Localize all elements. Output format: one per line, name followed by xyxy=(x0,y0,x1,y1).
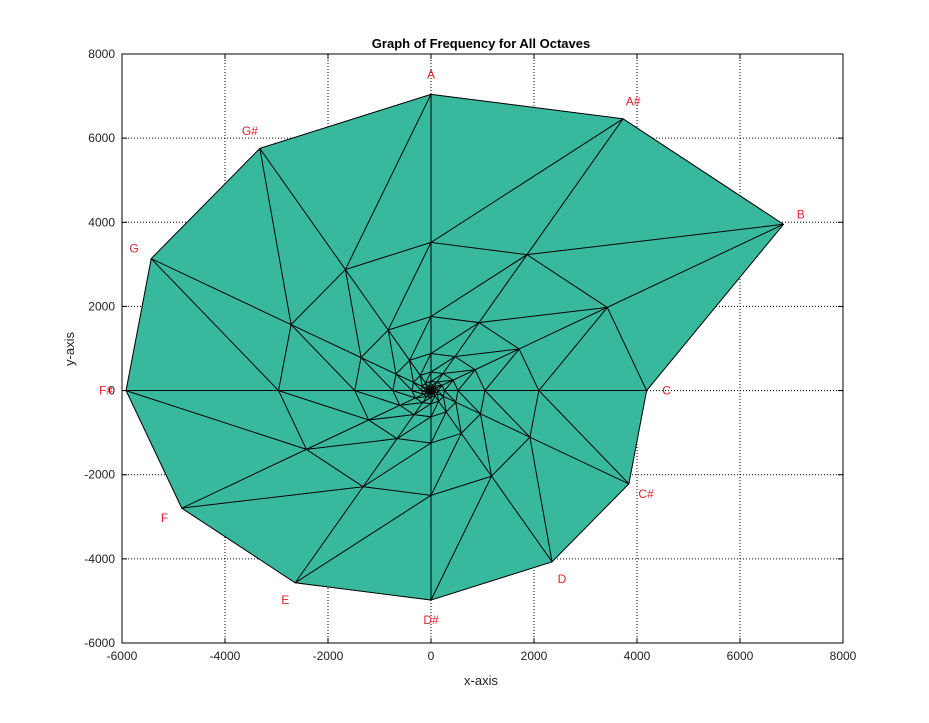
axes xyxy=(121,53,844,644)
note-label: A# xyxy=(626,95,641,109)
x-tick-label: 8000 xyxy=(830,649,857,663)
x-ticks: -6000 -4000 -2000 0 2000 4000 6000 8000 xyxy=(107,54,857,663)
y-tick-label: 8000 xyxy=(88,47,115,61)
y-axis-label: y-axis xyxy=(62,332,77,366)
note-label: F# xyxy=(99,384,113,398)
x-tick-label: -6000 xyxy=(107,649,138,663)
x-tick-label: 6000 xyxy=(727,649,754,663)
note-label: G xyxy=(129,242,138,256)
x-tick-label: -4000 xyxy=(210,649,241,663)
x-tick-label: -2000 xyxy=(313,649,344,663)
x-axis-label: x-axis xyxy=(464,673,498,688)
note-label: D xyxy=(558,572,567,586)
chart-title: Graph of Frequency for All Octaves xyxy=(372,36,590,51)
x-tick-label: 4000 xyxy=(624,649,651,663)
y-tick-label: 2000 xyxy=(88,299,115,313)
note-label: F xyxy=(161,511,168,525)
y-tick-label: 6000 xyxy=(88,131,115,145)
note-labels: C C# D D# E F F# G G# A A# B xyxy=(99,67,805,627)
note-label: E xyxy=(281,593,289,607)
y-tick-label: 4000 xyxy=(88,215,115,229)
note-label: B xyxy=(797,207,805,221)
y-tick-label: 0 xyxy=(108,384,115,398)
y-ticks: -6000 -4000 -2000 0 2000 4000 6000 8000 xyxy=(84,47,843,650)
note-label: C xyxy=(662,384,671,398)
note-label: A xyxy=(427,67,435,81)
x-tick-label: 2000 xyxy=(521,649,548,663)
note-label: G# xyxy=(242,124,258,138)
plot-frame xyxy=(121,53,844,644)
y-tick-label: -2000 xyxy=(84,468,115,482)
frequency-mesh xyxy=(125,93,785,601)
x-tick-label: 0 xyxy=(428,649,435,663)
note-label: C# xyxy=(638,487,654,501)
note-label: D# xyxy=(423,613,439,627)
y-tick-label: -4000 xyxy=(84,552,115,566)
y-tick-label: -6000 xyxy=(84,636,115,650)
